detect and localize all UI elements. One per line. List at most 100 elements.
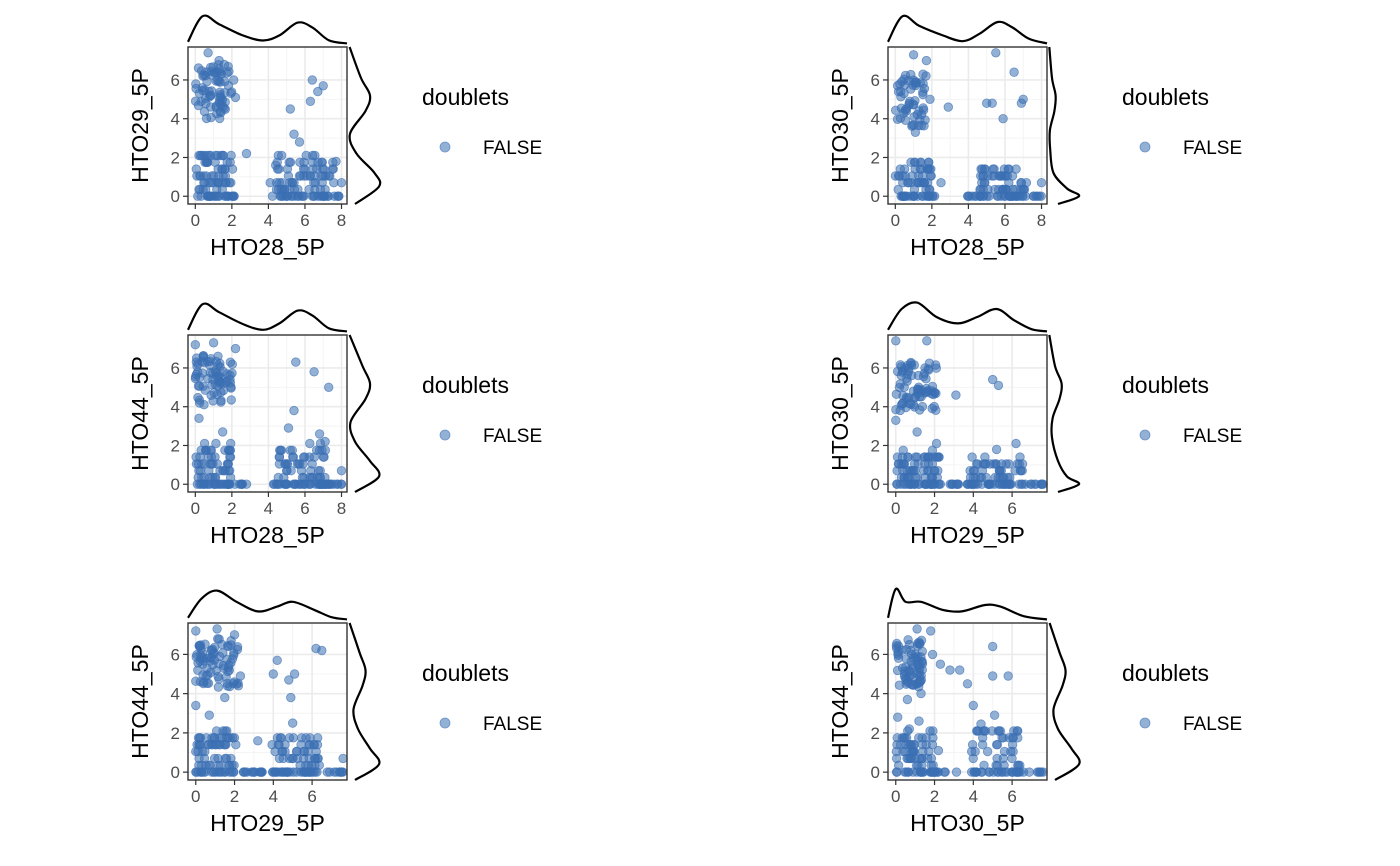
x-tick-label: 2 [227, 499, 236, 518]
data-point [241, 479, 252, 489]
data-point [211, 356, 221, 367]
data-point [921, 71, 931, 81]
y-axis-title: HTO44_5P [127, 356, 153, 471]
y-tick-label: 4 [871, 398, 880, 417]
plot-5: 0 2 4 6 0 2 4 6 HTO29_5P HTO44_5P doublets FALSE [127, 589, 542, 836]
data-point [891, 336, 901, 346]
data-point [284, 157, 294, 168]
data-point [951, 767, 962, 777]
x-tick-label: 6 [300, 499, 309, 518]
data-point [228, 75, 239, 85]
data-point [892, 733, 902, 743]
data-point [899, 191, 910, 201]
data-point [218, 726, 228, 736]
data-point [985, 459, 995, 469]
data-point [213, 753, 223, 764]
data-point [892, 452, 903, 462]
data-point [307, 75, 318, 85]
data-point [232, 644, 243, 655]
legend: doublets FALSE [1122, 372, 1242, 447]
data-point [918, 87, 928, 97]
data-point [1014, 459, 1025, 469]
x-axis-title: HTO30_5P [910, 810, 1025, 836]
x-marginal-density [887, 14, 1048, 45]
panel-border [887, 334, 1048, 493]
legend-key [439, 141, 451, 153]
data-point [916, 688, 926, 699]
data-point [1004, 191, 1014, 201]
data-point [268, 767, 278, 777]
data-point [923, 364, 933, 374]
data-point [314, 429, 325, 439]
data-point [311, 479, 321, 489]
y-marginal-density [1048, 334, 1081, 494]
data-point [890, 171, 901, 181]
legend-key [439, 429, 451, 441]
x-axis-title: HTO29_5P [210, 810, 325, 836]
data-point [292, 459, 303, 469]
data-point [1006, 746, 1016, 757]
data-point [309, 367, 319, 377]
data-point [913, 385, 923, 396]
data-point [915, 164, 926, 174]
data-point [291, 357, 301, 367]
data-point [295, 171, 306, 181]
y-tick-label: 4 [171, 685, 180, 704]
data-point [283, 171, 294, 181]
panel-border [187, 334, 348, 493]
data-point [1038, 767, 1048, 777]
data-point [280, 740, 290, 750]
data-point [926, 753, 937, 764]
data-point [274, 459, 285, 469]
legend-key [1139, 717, 1151, 729]
data-point [336, 177, 347, 188]
plot-2: 0 2 4 6 8 0 2 4 6 HTO28_5P HTO30_5P doublets FALSE [827, 14, 1242, 260]
data-point [207, 645, 217, 656]
y-tick-label: 2 [171, 724, 180, 743]
legend-title: doublets [422, 660, 509, 686]
data-point [288, 452, 298, 462]
data-point [897, 663, 908, 673]
points [891, 336, 1048, 489]
data-point [190, 340, 201, 350]
x-tick-label: 0 [891, 499, 900, 518]
x-tick-label: 0 [891, 211, 900, 230]
data-point [220, 692, 230, 703]
x-tick-label: 6 [1000, 211, 1009, 230]
data-point [307, 191, 318, 201]
points [891, 624, 1048, 777]
data-point [218, 466, 228, 476]
data-point [283, 767, 293, 777]
data-point [909, 746, 920, 757]
data-point [906, 679, 917, 690]
data-point [901, 733, 912, 743]
y-tick-label: 6 [171, 645, 180, 664]
data-point [913, 459, 923, 469]
data-point [224, 767, 235, 777]
y-tick-label: 0 [871, 475, 880, 494]
data-point [919, 177, 930, 188]
data-point [914, 753, 925, 764]
data-point [904, 724, 915, 734]
data-point [922, 336, 932, 346]
data-point [325, 171, 335, 181]
data-point [320, 436, 330, 447]
data-point [211, 102, 221, 112]
data-point [921, 374, 931, 384]
data-point [301, 733, 311, 743]
x-tick-label: 4 [269, 787, 278, 806]
data-point [892, 479, 902, 489]
data-point [1017, 479, 1028, 489]
x-axis-title: HTO29_5P [910, 522, 1025, 548]
data-point [918, 103, 928, 113]
data-point [235, 671, 246, 681]
data-point [890, 105, 901, 116]
data-point [284, 733, 295, 743]
data-point [914, 659, 924, 669]
data-point [191, 353, 202, 363]
data-point [1005, 479, 1015, 489]
data-point [979, 191, 989, 201]
data-point [207, 380, 217, 390]
data-point [906, 645, 916, 656]
